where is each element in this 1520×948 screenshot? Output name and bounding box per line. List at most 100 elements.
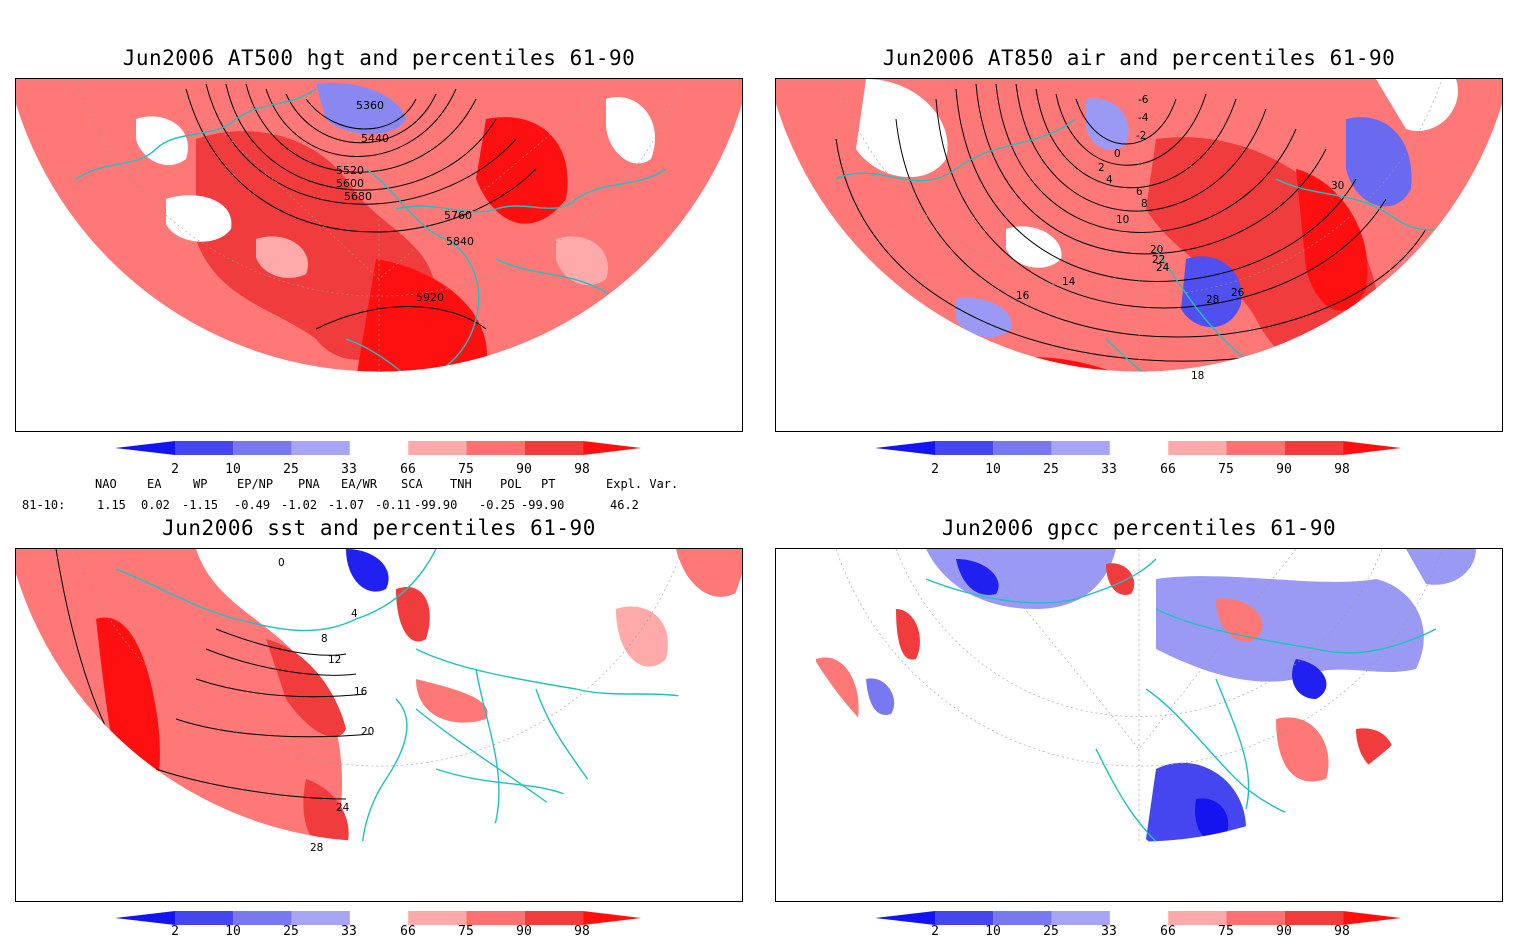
colorbar-label: 90: [516, 462, 532, 477]
colorbar-swatch: [1284, 911, 1344, 925]
map-panel-gpcc: [775, 548, 1503, 902]
contour-label: 12: [328, 654, 341, 666]
colorbar-label: 66: [400, 462, 416, 477]
index-header: POL: [500, 477, 522, 491]
contour-label: 20: [1150, 244, 1163, 256]
shade-90-percentile: [303, 779, 349, 842]
colorbar-swatch: [1051, 911, 1110, 925]
shade-below-normal: [1346, 117, 1412, 207]
colorbar-swatch: [175, 441, 234, 455]
index-value: -1.02: [281, 498, 318, 512]
contour-labels: 5360 5440 5520 5600 5680 5760 5840 5920: [336, 99, 474, 304]
colorbar-label: 10: [985, 924, 1001, 939]
panel-title-sst: Jun2006 sst and percentiles 61-90: [162, 516, 596, 540]
colorbar-label: 98: [574, 462, 590, 477]
contour-label: 5920: [416, 291, 444, 304]
contour-label: 16: [354, 686, 368, 698]
contour-label: 8: [321, 633, 328, 645]
shade-above-normal: [416, 679, 488, 723]
contour-label: 5760: [444, 209, 472, 222]
shade-90-percentile: [396, 587, 430, 642]
contour-label: 5680: [344, 190, 372, 203]
panel-title-air850: Jun2006 AT850 air and percentiles 61-90: [882, 46, 1396, 70]
index-header: Expl. Var.: [606, 477, 679, 491]
colorbar-swatch: [1168, 441, 1227, 455]
contour-label: 24: [336, 802, 350, 814]
colorbar-label: 10: [225, 462, 241, 477]
colorbar-swatch: [1109, 441, 1169, 455]
colorbar-swatch: [875, 911, 935, 925]
contour-label: 5440: [361, 132, 389, 145]
index-header: NAO: [95, 477, 117, 491]
colorbar-label: 25: [1043, 924, 1059, 939]
colorbar-swatch: [1109, 911, 1169, 925]
index-header: TNH: [450, 477, 472, 491]
panel-title-hgt500: Jun2006 AT500 hgt and percentiles 61-90: [122, 46, 636, 70]
contour-label: 30: [1331, 180, 1344, 192]
colorbar-swatch: [583, 441, 642, 455]
contour-label: 18: [1191, 370, 1204, 382]
colorbar-label: 90: [1276, 462, 1292, 477]
map-panel-air850: -6 -4 -2 0 2 4 6 8 10 14 16 18 20 22 24 …: [775, 78, 1503, 432]
shade-below-normal: [1181, 256, 1242, 328]
colorbar-label: 33: [1101, 462, 1117, 477]
index-header: EA/WR: [341, 477, 378, 491]
map-sst: 0 4 8 12 16 20 24 28: [16, 549, 742, 854]
colorbar-label: 2: [171, 924, 179, 939]
colorbar-label: 2: [931, 924, 939, 939]
colorbar-swatches: [115, 441, 642, 455]
contour-label: -4: [1138, 112, 1149, 124]
colorbar-swatch: [524, 441, 584, 455]
index-header: PT: [541, 477, 556, 491]
index-header: EP/NP: [237, 477, 274, 491]
index-header: WP: [193, 477, 208, 491]
colorbar-swatch: [175, 911, 234, 925]
colorbar-swatches: [875, 441, 1402, 455]
index-value: -99.90: [414, 498, 458, 512]
map-gpcc: [776, 549, 1502, 842]
colorbar-label: 98: [574, 924, 590, 939]
colorbar-gpcc: 2 10 25 33 66 75 90 98: [875, 908, 1405, 948]
colorbar-label: 75: [1218, 924, 1234, 939]
colorbar-swatch: [524, 911, 584, 925]
shade-below-normal: [316, 82, 406, 134]
shade-normal: [166, 195, 232, 242]
colorbar-label: 98: [1334, 462, 1350, 477]
contour-label: 5840: [446, 235, 474, 248]
colorbar-label: 75: [1218, 462, 1234, 477]
contour-label: 26: [1231, 287, 1245, 299]
shade-normal: [606, 97, 655, 164]
graticule: [776, 79, 1502, 372]
colorbar-swatch: [466, 911, 525, 925]
shade-above-normal: [676, 549, 742, 597]
colorbar-swatch: [466, 441, 525, 455]
index-value: 1.15: [97, 498, 126, 512]
colorbar-swatch: [875, 441, 935, 455]
contour-label: 5360: [356, 99, 384, 112]
colorbar-label: 75: [458, 924, 474, 939]
shade-above-normal: [16, 549, 342, 842]
colorbar-swatch: [935, 441, 994, 455]
colorbar-label: 25: [283, 462, 299, 477]
shade-66-percentile: [616, 606, 668, 667]
shade-normal: [856, 79, 948, 178]
colorbar-swatches: [875, 911, 1402, 925]
index-header: EA: [147, 477, 162, 491]
colorbar-sst: 2 10 25 33 66 75 90 98: [115, 908, 645, 948]
shade-98-percentile: [1296, 169, 1368, 311]
shade-normal: [136, 116, 188, 166]
map-panel-hgt500: 5360 5440 5520 5600 5680 5760 5840 5920: [15, 78, 743, 432]
index-header: SCA: [401, 477, 423, 491]
contour-label: 28: [1206, 294, 1219, 306]
index-value: -1.07: [328, 498, 365, 512]
shade-below-normal: [1086, 98, 1129, 151]
colorbar-label: 10: [985, 462, 1001, 477]
index-value: -0.11: [375, 498, 412, 512]
colorbar-label: 25: [283, 924, 299, 939]
colorbar-swatch: [233, 441, 292, 455]
colorbar-label: 90: [1276, 924, 1292, 939]
colorbar-label: 98: [1334, 924, 1350, 939]
colorbar-air850: 2 10 25 33 66 75 90 98: [875, 438, 1405, 478]
colorbar-swatch: [1284, 441, 1344, 455]
index-value: -1.15: [182, 498, 219, 512]
